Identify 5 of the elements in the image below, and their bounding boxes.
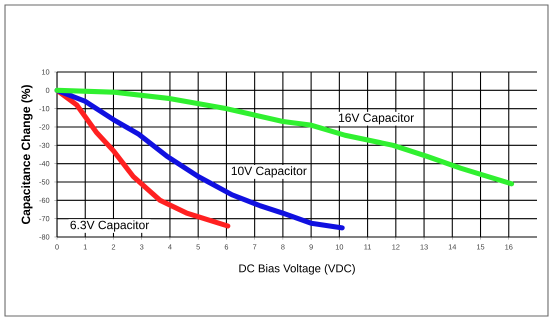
series-label: 6.3V Capacitor [70, 220, 150, 232]
series-label: 16V Capacitor [339, 113, 414, 124]
series-label: 10V Capacitor [232, 166, 307, 178]
y-axis-title: Capacitance Change (%) [21, 85, 33, 224]
x-axis-title: DC Bias Voltage (VDC) [239, 264, 355, 275]
